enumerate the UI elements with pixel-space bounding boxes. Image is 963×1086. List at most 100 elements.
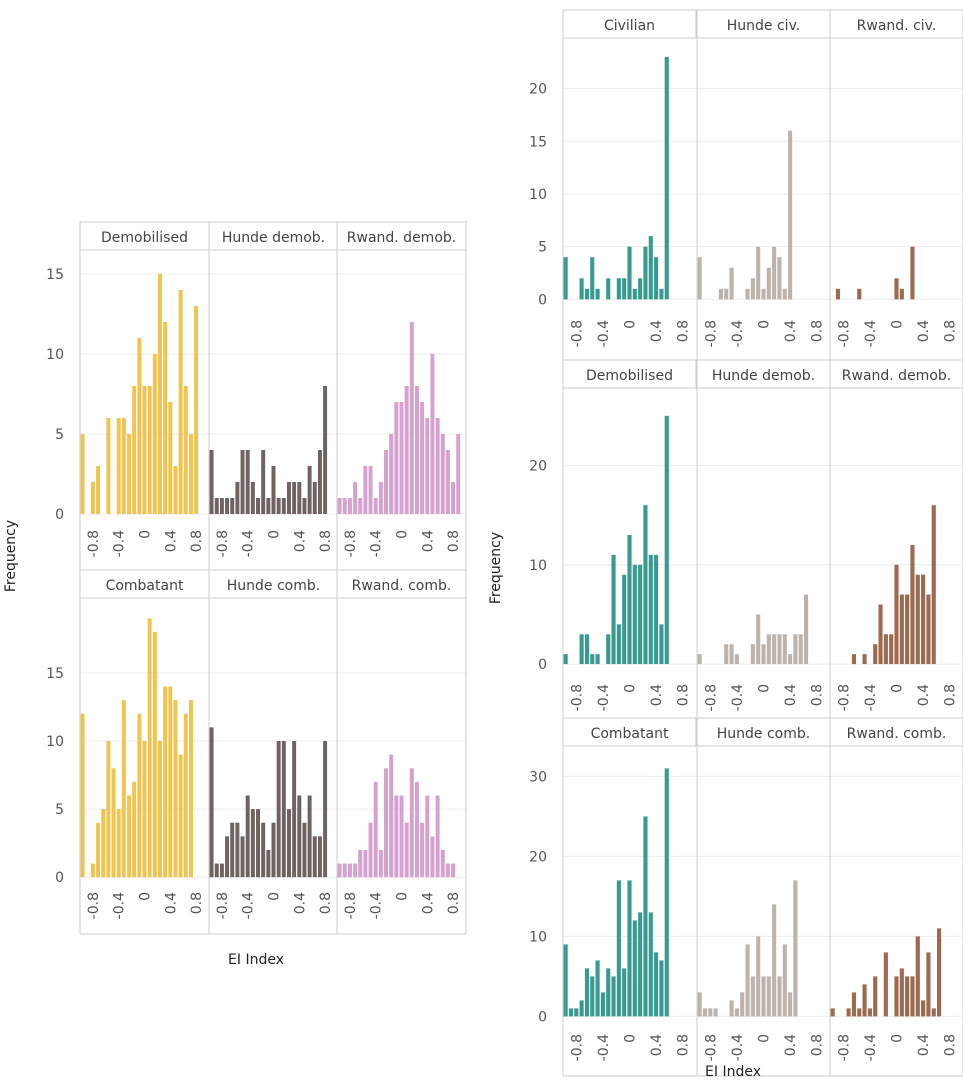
bar	[178, 290, 183, 514]
y-tick-label: 10	[529, 187, 547, 203]
bar	[96, 466, 101, 514]
bar	[404, 386, 409, 514]
bar	[905, 976, 910, 1017]
x-tick-label: -0.4	[596, 320, 612, 347]
x-tick-label: 0.4	[163, 892, 179, 914]
bar	[643, 246, 648, 300]
bar	[287, 809, 291, 878]
bar	[358, 498, 363, 514]
bar	[761, 644, 766, 665]
bar	[750, 278, 755, 300]
y-tick-label: 30	[529, 769, 547, 785]
x-tick-label: -0.4	[596, 1034, 612, 1061]
bar	[292, 482, 297, 514]
bar	[456, 434, 461, 514]
bar	[931, 1008, 936, 1017]
panel-hunde-comb: Hunde comb. -0.8 -0.4 0 0.4 0.8	[696, 717, 831, 1077]
facet-title: Rwand. comb.	[352, 578, 452, 594]
y-tick-label: 0	[538, 657, 547, 673]
bar	[766, 976, 771, 1017]
bar	[188, 434, 193, 514]
bar	[168, 686, 173, 878]
bar	[168, 402, 173, 514]
x-tick-label: 0.8	[676, 1034, 692, 1056]
bar	[772, 904, 777, 1017]
bar	[584, 288, 589, 300]
facet-strip	[562, 9, 697, 39]
bar	[378, 482, 383, 514]
x-tick-label: -0.4	[596, 684, 612, 711]
bar	[724, 288, 729, 300]
panel-hunde-demob: Hunde demob. -0.8 -0.4 0 0.4 0.8	[696, 359, 831, 727]
x-tick-label: 0.8	[810, 320, 826, 342]
bar	[654, 952, 659, 1017]
x-tick-label: 0.8	[318, 892, 334, 914]
bar	[648, 554, 653, 665]
bar	[235, 482, 240, 514]
bar	[600, 992, 605, 1017]
x-tick-label: -0.8	[836, 1034, 852, 1061]
bar	[353, 863, 358, 878]
bar	[430, 354, 435, 514]
x-tick-label: -0.8	[703, 320, 719, 347]
bar	[664, 768, 669, 1017]
facet-title: Rwand. comb.	[847, 726, 947, 742]
x-tick-label: 0	[623, 684, 639, 693]
bar	[409, 322, 414, 514]
bar	[782, 634, 787, 665]
bar	[142, 386, 147, 514]
x-tick-label: -0.8	[215, 892, 231, 919]
panel-demobilised: Demobilised -0.8 -0.4 0 0.4 0.8	[562, 359, 697, 727]
bar	[638, 564, 643, 665]
bar	[745, 288, 750, 300]
bar	[718, 288, 723, 300]
x-tick-label: 0.8	[810, 1034, 826, 1056]
bar	[106, 418, 111, 514]
bar	[899, 968, 904, 1017]
panel-civilian: Civilian -0.8 -0.4 0 0.4 0.8	[562, 9, 697, 363]
bar	[297, 795, 302, 878]
bar	[579, 1000, 584, 1017]
bar	[857, 1008, 862, 1017]
bar	[697, 257, 702, 300]
bar	[451, 863, 456, 878]
bar	[568, 1008, 574, 1017]
x-tick-label: -0.8	[703, 1034, 719, 1061]
y-tick-label: 0	[55, 870, 64, 886]
bar	[420, 822, 425, 878]
y-tick-label: 20	[529, 458, 547, 474]
bar	[404, 822, 409, 878]
bar	[132, 781, 137, 878]
x-tick-label: 0.4	[916, 1034, 932, 1056]
bar	[440, 434, 445, 514]
x-tick-label: 0.8	[676, 684, 692, 706]
bar	[702, 1008, 708, 1017]
x-tick-label: 0	[138, 530, 154, 539]
bar	[276, 741, 281, 878]
bar	[302, 498, 307, 514]
bar	[835, 288, 841, 300]
x-tick-label: 0	[757, 320, 773, 329]
bar	[378, 849, 383, 878]
x-tick-label: 0	[757, 684, 773, 693]
bar	[106, 741, 111, 878]
facet-strip	[79, 221, 210, 251]
bar	[756, 614, 761, 665]
panel-rwand-demob: Rwand. demob. -0.8 -0.4 0 0.4 0.8	[829, 359, 963, 727]
bar	[240, 836, 245, 878]
bar	[724, 644, 729, 665]
facet-title: Hunde comb.	[717, 726, 810, 742]
bar	[225, 836, 230, 878]
y-tick-label: 5	[55, 427, 64, 443]
bar	[163, 322, 168, 514]
bar	[788, 992, 793, 1017]
bar	[353, 482, 358, 514]
x-tick-label: 0.8	[446, 892, 462, 914]
bar	[910, 246, 915, 300]
x-tick-label: 0.8	[189, 892, 205, 914]
bar	[116, 418, 121, 514]
bar	[708, 1008, 713, 1017]
bar	[342, 863, 347, 878]
bar	[323, 741, 328, 878]
